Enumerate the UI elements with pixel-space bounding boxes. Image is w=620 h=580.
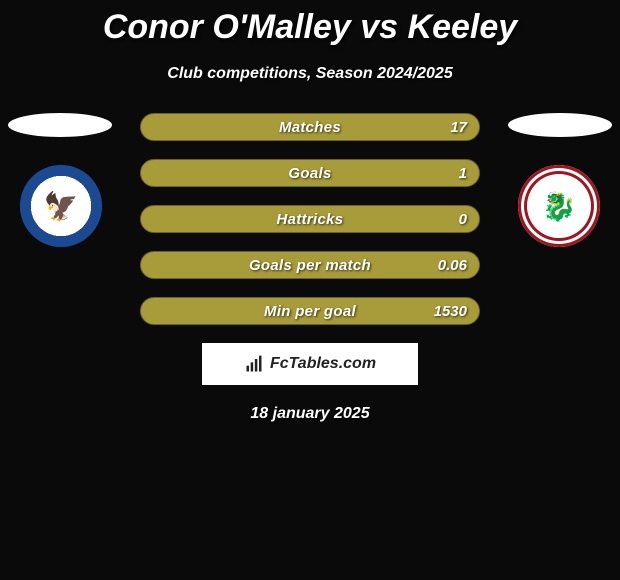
stat-label: Min per goal bbox=[264, 303, 356, 320]
club-crest-left-icon: 🦅 bbox=[44, 190, 79, 223]
stat-bar-goals: Goals 1 bbox=[140, 159, 480, 187]
comparison-content: 🦅 🐉 Matches 17 Goals 1 Hattricks 0 Goals… bbox=[0, 113, 620, 423]
snapshot-date: 18 january 2025 bbox=[0, 405, 620, 423]
comparison-title: Conor O'Malley vs Keeley bbox=[0, 0, 620, 47]
club-crest-right: 🐉 bbox=[518, 165, 600, 247]
comparison-subtitle: Club competitions, Season 2024/2025 bbox=[0, 65, 620, 83]
club-crest-right-icon: 🐉 bbox=[542, 190, 577, 223]
stat-value-right: 1530 bbox=[434, 303, 467, 320]
stat-value-right: 0 bbox=[459, 211, 467, 228]
stat-bar-matches: Matches 17 bbox=[140, 113, 480, 141]
stat-label: Matches bbox=[279, 119, 341, 136]
player-marker-right bbox=[508, 113, 612, 137]
stat-value-right: 1 bbox=[459, 165, 467, 182]
stat-bar-min-per-goal: Min per goal 1530 bbox=[140, 297, 480, 325]
chart-icon bbox=[244, 354, 264, 374]
stat-label: Hattricks bbox=[277, 211, 344, 228]
stat-value-right: 17 bbox=[450, 119, 467, 136]
stat-label: Goals per match bbox=[249, 257, 371, 274]
stat-label: Goals bbox=[288, 165, 331, 182]
source-watermark: FcTables.com bbox=[202, 343, 418, 385]
stat-bars: Matches 17 Goals 1 Hattricks 0 Goals per… bbox=[140, 113, 480, 325]
stat-bar-hattricks: Hattricks 0 bbox=[140, 205, 480, 233]
watermark-text: FcTables.com bbox=[270, 355, 376, 373]
stat-bar-goals-per-match: Goals per match 0.06 bbox=[140, 251, 480, 279]
player-marker-left bbox=[8, 113, 112, 137]
stat-value-right: 0.06 bbox=[438, 257, 467, 274]
club-crest-left: 🦅 bbox=[20, 165, 102, 247]
